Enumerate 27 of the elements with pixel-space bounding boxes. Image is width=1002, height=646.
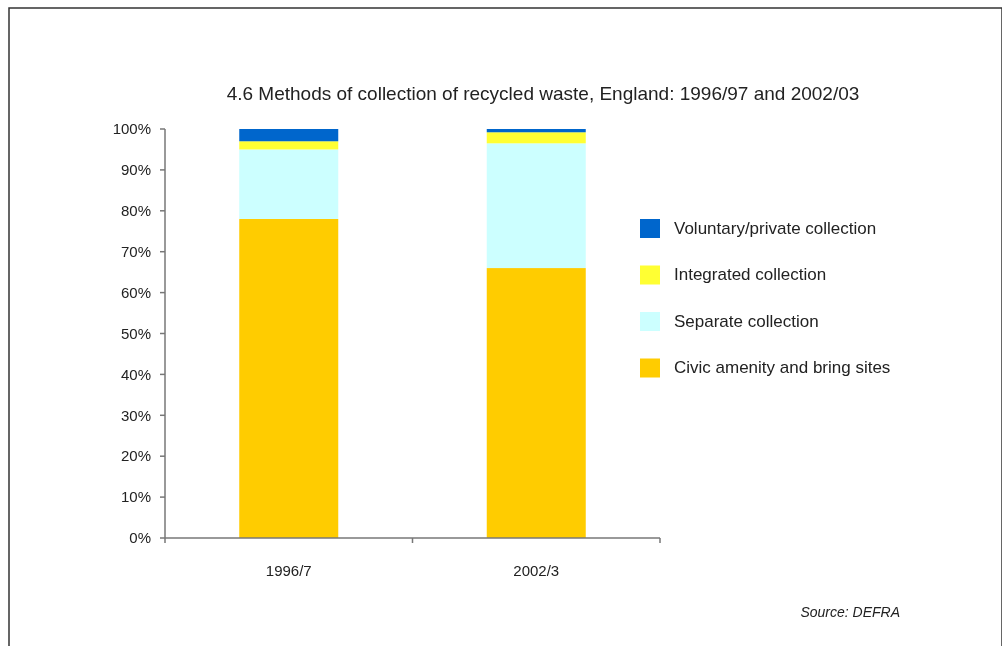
- legend-label: Voluntary/private collection: [674, 218, 877, 238]
- bar: [486, 143, 586, 269]
- chart-title: 4.6 Methods of collection of recycled waste, England: 1996/97 and 2002/03: [226, 83, 860, 104]
- legend-label: Separate collection: [674, 311, 819, 331]
- y-tick-label: 70%: [120, 242, 151, 260]
- bar: [486, 129, 586, 133]
- y-tick-label: 40%: [120, 365, 151, 383]
- x-tick-label: 1996/7: [265, 562, 312, 579]
- source-note: Source: DEFRA: [800, 604, 900, 620]
- legend-label: Integrated collection: [674, 265, 827, 285]
- y-tick-label: 80%: [120, 202, 151, 220]
- bar: [486, 132, 586, 144]
- bar: [239, 141, 339, 150]
- bar: [486, 268, 586, 538]
- bar: [239, 129, 339, 142]
- x-tick-label: 2002/3: [513, 562, 560, 579]
- y-tick-label: 100%: [112, 120, 151, 138]
- y-tick-label: 60%: [120, 283, 151, 301]
- y-tick-label: 50%: [120, 324, 151, 342]
- y-tick-label: 0%: [129, 529, 151, 547]
- bar: [239, 218, 339, 538]
- y-tick-label: 30%: [120, 406, 151, 424]
- y-tick-label: 20%: [120, 447, 151, 465]
- y-tick-label: 10%: [120, 488, 151, 506]
- legend-label: Civic amenity and bring sites: [674, 358, 891, 378]
- y-tick-label: 90%: [120, 161, 151, 179]
- bar: [239, 149, 339, 219]
